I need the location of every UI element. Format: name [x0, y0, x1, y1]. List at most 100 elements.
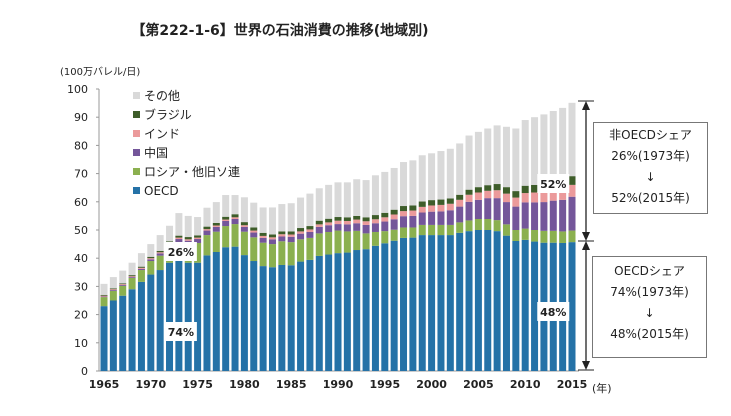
- bar-segment-OECD-1988: [315, 255, 323, 371]
- bar-segment-ロシア・他旧ソ連-1969: [137, 270, 145, 282]
- bar-segment-インド-1983: [268, 237, 276, 240]
- bar-segment-ロシア・他旧ソ連-1978: [222, 226, 230, 248]
- bar-segment-中国-1990: [334, 224, 342, 231]
- bar-segment-インド-1975: [194, 237, 202, 240]
- bar-segment-OECD-1966: [109, 300, 117, 371]
- bar-segment-その他-1974: [184, 215, 192, 238]
- bar-segment-インド-2003: [456, 199, 464, 207]
- legend-swatch: [133, 111, 140, 118]
- bar-segment-中国-1971: [156, 253, 164, 256]
- bar-segment-中国-2014: [559, 199, 567, 232]
- bar-segment-ブラジル-2010: [521, 185, 529, 194]
- bar-segment-その他-2001: [437, 151, 445, 200]
- bar-segment-OECD-1993: [362, 249, 370, 371]
- bar-segment-インド-1966: [109, 289, 117, 291]
- bar-segment-中国-2007: [493, 198, 501, 221]
- arrowhead-icon: [582, 361, 590, 370]
- bar-segment-インド-1986: [297, 231, 305, 234]
- bar-segment-OECD-1999: [418, 235, 426, 371]
- bar-segment-ブラジル-1981: [250, 227, 258, 231]
- bar-segment-その他-1985: [287, 203, 295, 232]
- bar-segment-中国-1986: [297, 233, 305, 240]
- bar-segment-インド-1984: [278, 234, 286, 237]
- bar-segment-OECD-1969: [137, 281, 145, 371]
- bar-segment-中国-1994: [371, 223, 379, 232]
- bar-segment-ブラジル-1978: [222, 216, 230, 220]
- bar-segment-ブラジル-2007: [493, 184, 501, 191]
- bar-segment-OECD-2015: [568, 242, 576, 371]
- bar-segment-ロシア・他旧ソ連-1995: [381, 231, 389, 244]
- bar-segment-OECD-1965: [100, 306, 108, 371]
- x-tick-label: 2005: [463, 378, 494, 391]
- bar-segment-その他-1976: [203, 207, 211, 227]
- bar-segment-その他-1995: [381, 171, 389, 213]
- bar-segment-ロシア・他旧ソ連-1968: [128, 277, 136, 290]
- bar-segment-ブラジル-1999: [418, 201, 426, 207]
- bar-segment-ロシア・他旧ソ連-2015: [568, 230, 576, 243]
- bar-segment-OECD-1992: [353, 250, 361, 371]
- x-tick-label: 1995: [369, 378, 400, 391]
- bar-segment-ロシア・他旧ソ連-2014: [559, 231, 567, 243]
- bar-segment-OECD-1994: [371, 245, 379, 371]
- bar-segment-OECD-2002: [446, 235, 454, 371]
- bar-segment-ロシア・他旧ソ連-1997: [400, 227, 408, 238]
- bar-segment-インド-2014: [559, 189, 567, 200]
- bar-segment-その他-1972: [166, 225, 174, 242]
- bar-segment-OECD-1990: [334, 253, 342, 371]
- bar-segment-その他-2002: [446, 148, 454, 199]
- bar-segment-その他-2014: [559, 107, 567, 181]
- bar-segment-ブラジル-1988: [315, 220, 323, 225]
- non-oecd-from: 26%(1973年): [611, 149, 690, 163]
- bar-segment-その他-1983: [268, 207, 276, 235]
- bar-segment-その他-2013: [549, 110, 557, 182]
- bar-segment-インド-1976: [203, 229, 211, 231]
- oecd-heading: OECDシェア: [614, 264, 685, 278]
- bar-segment-OECD-1991: [343, 252, 351, 371]
- bar-segment-中国-1996: [390, 219, 398, 230]
- label-oecd-1973: 74%: [168, 326, 194, 339]
- bar-segment-中国-1992: [353, 223, 361, 231]
- bar-segment-ロシア・他旧ソ連-1975: [194, 242, 202, 263]
- bar-segment-インド-2005: [474, 192, 482, 200]
- bar-segment-中国-1985: [287, 236, 295, 243]
- bar-segment-ブラジル-1973: [175, 235, 183, 238]
- bar-segment-中国-1995: [381, 221, 389, 232]
- bar-segment-ブラジル-2015: [568, 176, 576, 185]
- bar-segment-その他-2005: [474, 131, 482, 188]
- bar-segment-ロシア・他旧ソ連-2000: [428, 224, 436, 236]
- bar-segment-その他-1970: [147, 244, 155, 257]
- bar-segment-ロシア・他旧ソ連-1980: [240, 231, 248, 256]
- bar-segment-OECD-1985: [287, 265, 295, 371]
- bar-segment-中国-1983: [268, 239, 276, 245]
- bar-segment-インド-1967: [119, 284, 127, 285]
- bar-segment-中国-2009: [512, 206, 520, 230]
- bar-segment-ロシア・他旧ソ連-1990: [334, 230, 342, 254]
- y-tick-label: 80: [74, 139, 88, 152]
- bar-segment-中国-1979: [231, 219, 239, 225]
- bar-segment-その他-1973: [175, 213, 183, 236]
- bar-segment-インド-1968: [128, 276, 136, 278]
- bar-segment-ブラジル-1989: [325, 218, 333, 223]
- bar-segment-ブラジル-1977: [212, 222, 220, 226]
- bar-segment-ロシア・他旧ソ連-2012: [540, 230, 548, 243]
- bar-segment-OECD-1989: [325, 254, 333, 371]
- bar-segment-インド-1970: [147, 258, 155, 260]
- bar-segment-ブラジル-1993: [362, 217, 370, 222]
- x-tick-label: 1990: [323, 378, 354, 391]
- bar-segment-その他-1992: [353, 179, 361, 216]
- bar-segment-ブラジル-1965: [100, 294, 108, 296]
- bar-segment-ロシア・他旧ソ連-1989: [325, 231, 333, 255]
- bar-segment-OECD-1977: [212, 251, 220, 371]
- bar-segment-OECD-1967: [119, 295, 127, 371]
- bar-segment-その他-1968: [128, 262, 136, 276]
- bar-segment-OECD-1976: [203, 255, 211, 371]
- bar-segment-OECD-2010: [521, 239, 529, 371]
- bar-segment-ブラジル-1996: [390, 209, 398, 215]
- legend-label: インド: [144, 127, 180, 141]
- bar-segment-その他-1975: [194, 217, 202, 236]
- bar-segment-ロシア・他旧ソ連-2009: [512, 230, 520, 241]
- bar-segment-インド-1977: [212, 225, 220, 227]
- bar-segment-ロシア・他旧ソ連-1994: [371, 231, 379, 246]
- bar-segment-インド-1995: [381, 217, 389, 222]
